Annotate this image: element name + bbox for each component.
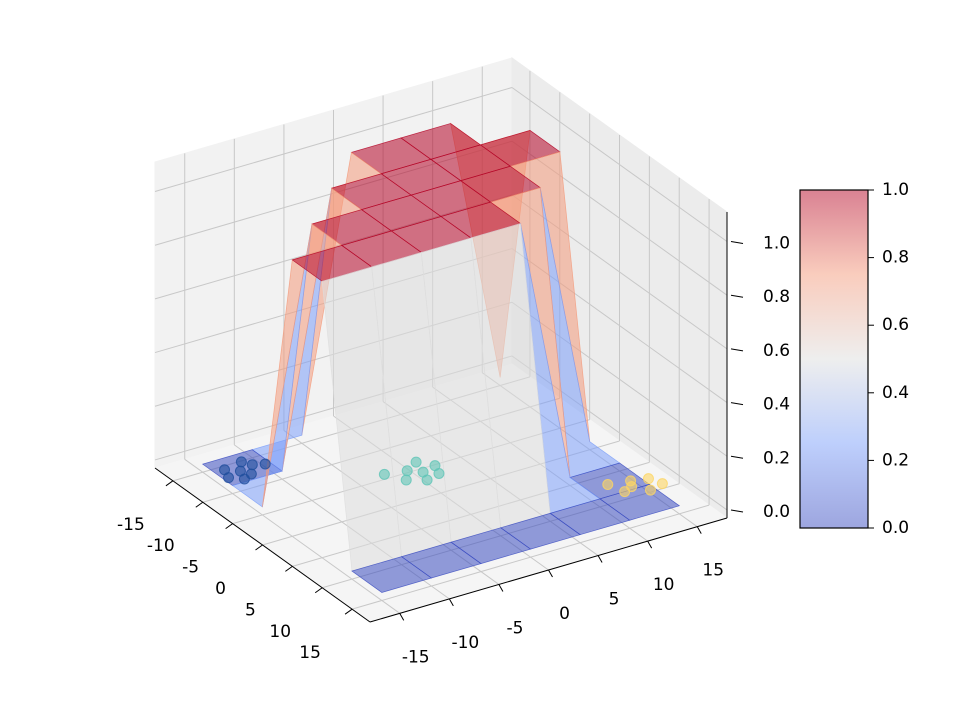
x-tick [165,480,174,487]
y-tick-label: 5 [609,590,620,610]
x-tick-label: 15 [299,643,321,663]
y-tick [548,569,553,578]
scatter-point [246,459,258,471]
scatter-point [235,456,247,468]
y-tick [696,526,702,534]
x-tick [344,608,353,615]
z-tick-label: 0.2 [763,448,790,468]
z-tick [730,348,744,352]
scatter-point [644,484,656,496]
colorbar [799,189,869,529]
x-tick-label: 5 [245,600,256,620]
x-tick [285,565,293,572]
grid-line [154,87,513,193]
scatter-point [223,472,235,484]
scatter-point [259,458,271,470]
x-tick-label: 0 [215,579,226,599]
x-tick [255,544,263,551]
x-tick [225,523,233,530]
scatter-point [642,473,654,485]
x-tick [195,501,204,508]
scatter-point [410,456,422,468]
colorbar-tick-label: 0.0 [882,518,909,538]
grid-line [511,87,728,242]
scatter-point [619,486,631,498]
y-tick [448,598,454,607]
y-tick [498,584,504,592]
axis-line [154,467,371,623]
colorbar-tick-label: 0.2 [882,450,909,470]
z-tick-label: 0.8 [763,287,790,307]
surface-patch [351,556,433,593]
z-tick [730,402,744,406]
y-tick-label: -10 [451,633,479,653]
y-tick-label: -15 [402,647,430,667]
scatter-point [401,465,413,477]
y-tick-label: 10 [653,575,675,595]
x-tick-label: -5 [182,558,199,578]
scatter-point [625,475,637,487]
z-tick-label: 0.0 [763,502,790,522]
scatter-point [238,473,250,485]
y-tick-label: -5 [506,618,523,638]
scatter-point [656,478,668,490]
x-tick-label: 10 [269,622,291,642]
grid-line [184,458,401,614]
y-tick [647,540,653,549]
z-tick [730,509,744,513]
scatter-point [602,479,614,491]
z-tick [730,294,744,298]
scatter-point [429,460,441,472]
x-tick-label: -10 [147,536,175,556]
colorbar-tick-label: 0.8 [882,248,909,268]
y-tick-label: 15 [702,561,724,581]
x-tick-label: -15 [117,515,145,535]
z-tick-label: 0.4 [763,395,790,415]
y-tick [597,555,603,563]
colorbar-tick-label: 0.4 [882,383,909,403]
z-tick [730,241,744,245]
x-tick [314,587,323,594]
axis-line [369,517,728,623]
scatter-point [400,474,412,486]
z-tick-label: 0.6 [763,341,790,361]
colorbar-tick-label: 1.0 [882,180,909,200]
y-tick-label: 0 [559,604,570,624]
scatter-point [421,474,433,486]
z-tick-label: 1.0 [763,234,790,254]
y-tick [399,613,405,621]
z-tick [730,455,744,459]
scatter-point [378,468,390,480]
colorbar-tick-label: 0.6 [882,315,909,335]
